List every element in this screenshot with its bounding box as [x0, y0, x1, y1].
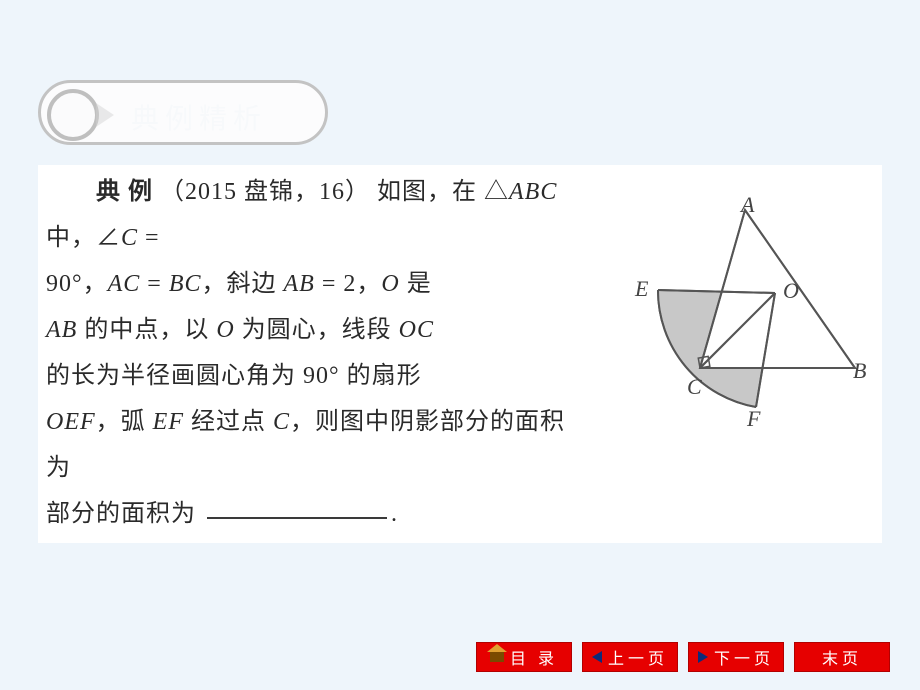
triangle-left-icon — [592, 651, 602, 663]
t: ，斜边 — [202, 271, 284, 297]
pill-circle-icon — [47, 89, 99, 141]
triangle-right-icon — [698, 651, 708, 663]
t: 中，∠ — [46, 225, 121, 251]
label-o: O — [783, 278, 799, 304]
house-icon — [490, 652, 504, 662]
t: 的长为半径画圆心角为 90° 的扇形 — [46, 363, 422, 389]
nav-label: 下一页 — [714, 645, 774, 669]
answer-blank — [207, 517, 387, 519]
nav-toc-button[interactable]: 目 录 — [476, 642, 572, 672]
t: 如图，在 △ — [377, 179, 509, 205]
t: C — [121, 225, 138, 251]
label-c: C — [687, 374, 702, 400]
nav-next-button[interactable]: 下一页 — [688, 642, 784, 672]
t: BC — [169, 271, 202, 297]
t: AB — [46, 317, 77, 343]
t: O — [381, 271, 399, 297]
nav-bar: 目 录 上一页 下一页 末页 — [476, 642, 890, 672]
nav-label: 上一页 — [608, 645, 668, 669]
geometry-figure: A O B C E F — [595, 198, 875, 438]
nav-last-button[interactable]: 末页 — [794, 642, 890, 672]
label-e: E — [635, 276, 648, 302]
label-f: F — [747, 406, 760, 432]
citation: （2015 盘锦，16） — [160, 179, 370, 205]
t: 为圆心，线段 — [235, 317, 399, 343]
example-label: 典 例 — [96, 179, 153, 205]
t: ABC — [509, 179, 557, 205]
t: O — [216, 317, 234, 343]
t: = — [140, 271, 169, 297]
t: OC — [399, 317, 434, 343]
t: AC — [108, 271, 141, 297]
label-a: A — [741, 192, 754, 218]
nav-label: 目 录 — [510, 645, 558, 669]
nav-prev-button[interactable]: 上一页 — [582, 642, 678, 672]
t: = — [138, 225, 160, 251]
t: ，弧 — [96, 409, 153, 435]
figure-svg — [595, 198, 875, 438]
pill-arrow-icon — [96, 103, 114, 127]
t: OEF — [46, 409, 96, 435]
t: AB — [284, 271, 315, 297]
section-title: 典例精析 — [131, 97, 267, 137]
t: . — [391, 501, 398, 527]
t: 90°， — [46, 271, 108, 297]
t: 经过点 — [184, 409, 273, 435]
t: = 2， — [315, 271, 382, 297]
t: C — [273, 409, 290, 435]
t: 的中点，以 — [77, 317, 216, 343]
nav-label: 末页 — [822, 645, 862, 669]
section-pill: 典例精析 — [38, 80, 328, 145]
label-b: B — [853, 358, 866, 384]
t: 是 — [400, 271, 432, 297]
t: EF — [153, 409, 184, 435]
